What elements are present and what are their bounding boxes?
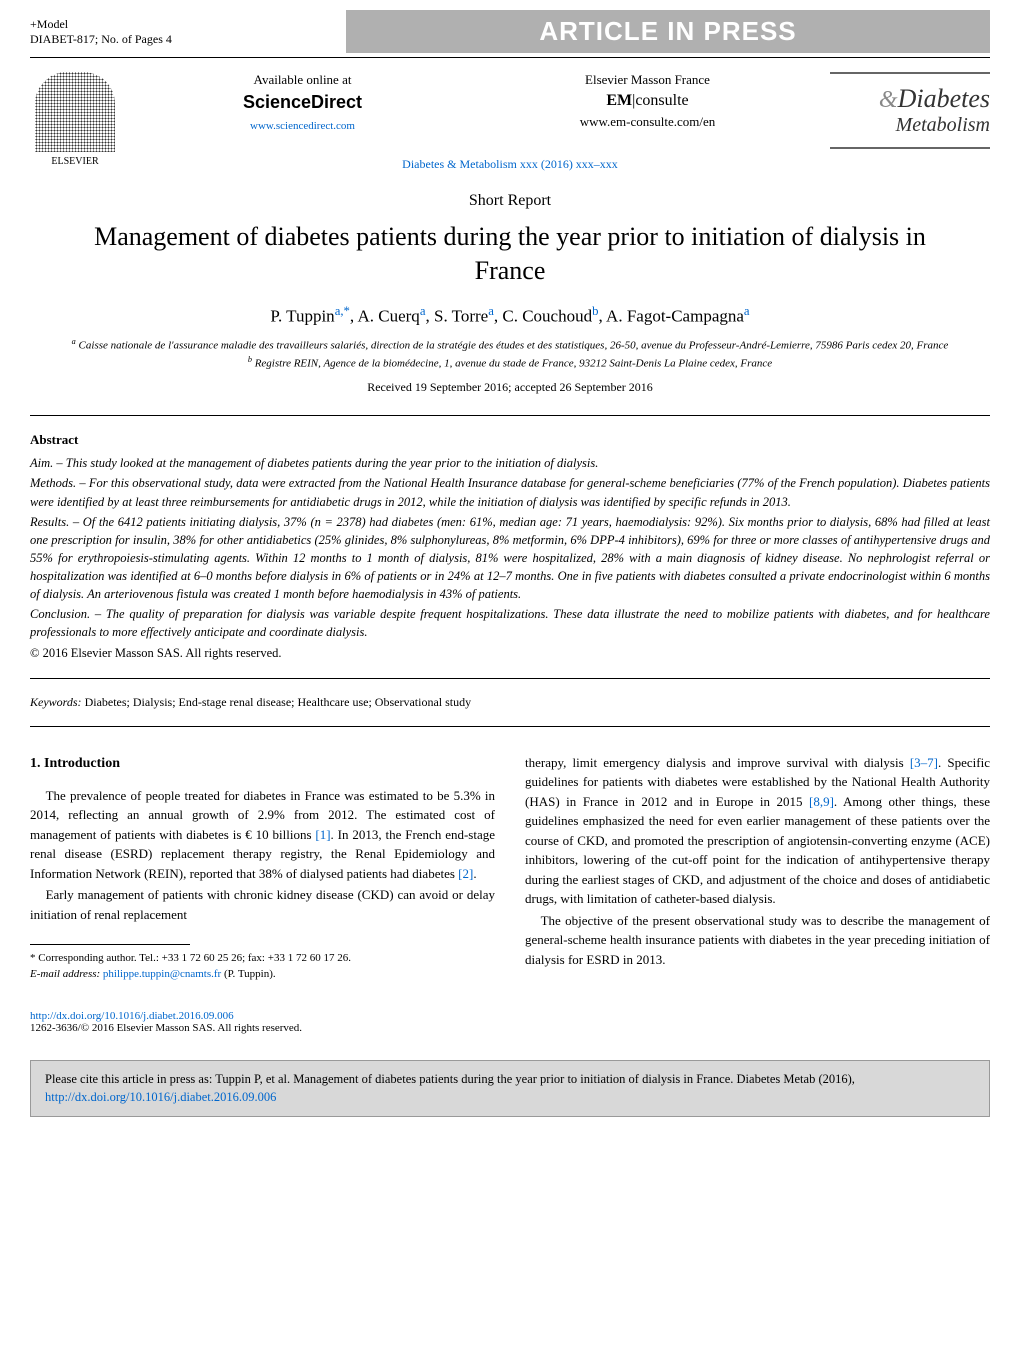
em-consulte-text: consulte [635,92,688,109]
abstract-body: Aim. – This study looked at the manageme… [30,454,990,661]
cite-text: Please cite this article in press as: Tu… [45,1072,855,1086]
elsevier-text: ELSEVIER [30,156,120,167]
author-5-sup: a [744,304,750,318]
journal-amp: & [879,87,898,113]
article-type: Short Report [0,192,1020,210]
divider-1 [30,415,990,416]
footnote-separator [30,944,190,945]
keywords-block: Keywords: Diabetes; Dialysis; End-stage … [30,695,990,710]
issn-copyright: 1262-3636/© 2016 Elsevier Masson SAS. Al… [30,1022,302,1034]
ref-3-7-link[interactable]: [3–7] [910,755,938,770]
divider-2 [30,678,990,679]
elsevier-logo: ELSEVIER [30,72,120,167]
author-2: , A. Cuerq [350,306,420,325]
sciencedirect-block: Available online at ScienceDirect www.sc… [140,72,465,133]
doi-link[interactable]: http://dx.doi.org/10.1016/j.diabet.2016.… [30,1010,234,1022]
journal-name1: Diabetes [898,84,990,113]
ref-2-link[interactable]: [2] [458,866,473,881]
article-in-press-banner: ARTICLE IN PRESS [346,10,990,53]
body-columns: 1. Introduction The prevalence of people… [0,737,1020,998]
corresponding-author: * Corresponding author. Tel.: +33 1 72 6… [30,951,495,982]
cite-doi-link[interactable]: http://dx.doi.org/10.1016/j.diabet.2016.… [45,1090,276,1104]
article-dates: Received 19 September 2016; accepted 26 … [0,380,1020,395]
intro-heading: 1. Introduction [30,753,495,774]
corr-text: * Corresponding author. Tel.: +33 1 72 6… [30,951,495,966]
sciencedirect-link[interactable]: www.sciencedirect.com [250,120,355,132]
sciencedirect-logo: ScienceDirect [140,92,465,113]
elsevier-tree-icon [35,72,115,152]
author-1: P. Tuppin [270,306,334,325]
intro-p4: The objective of the present observation… [525,911,990,970]
divider-3 [30,726,990,727]
abstract-results: Results. – Of the 6412 patients initiati… [30,515,990,602]
ref-1-link[interactable]: [1] [315,827,330,842]
abstract-section: Abstract Aim. – This study looked at the… [0,432,1020,661]
page-header: +Model DIABET-817; No. of Pages 4 ARTICL… [0,0,1020,53]
ref-label: DIABET-817; No. of Pages 4 [30,32,346,47]
abstract-conclusion: Conclusion. – The quality of preparation… [30,607,990,639]
aff-a-sup: a [72,337,76,346]
model-info: +Model DIABET-817; No. of Pages 4 [30,17,346,47]
masson-block: Elsevier Masson France EM|consulte www.e… [485,72,810,130]
abstract-aim: Aim. – This study looked at the manageme… [30,456,598,470]
keywords-label: Keywords: [30,695,82,709]
journal-logo: &Diabetes Metabolism [830,72,990,149]
intro-p2: Early management of patients with chroni… [30,885,495,924]
available-online-label: Available online at [140,72,465,88]
em-consulte-logo: EM|consulte [485,92,810,110]
abstract-methods: Methods. – For this observational study,… [30,476,990,508]
abstract-copyright: © 2016 Elsevier Masson SAS. All rights r… [30,644,990,662]
email-line: E-mail address: philippe.tuppin@cnamts.f… [30,967,495,982]
em-consulte-url: www.em-consulte.com/en [485,114,810,130]
authors-list: P. Tuppina,*, A. Cuerqa, S. Torrea, C. C… [0,304,1020,327]
journal-name2: Metabolism [896,114,990,136]
aff-b-sup: b [248,355,252,364]
affiliation-a: Caisse nationale de l'assurance maladie … [79,340,949,352]
abstract-heading: Abstract [30,432,990,448]
author-1-sup: a,* [335,304,350,318]
intro-p3: therapy, limit emergency dialysis and im… [525,753,990,909]
doi-block: http://dx.doi.org/10.1016/j.diabet.2016.… [0,998,1020,1040]
keywords-text: Diabetes; Dialysis; End-stage renal dise… [82,695,472,709]
email-suffix: (P. Tuppin). [221,968,275,980]
author-3: , S. Torre [425,306,488,325]
header-divider [30,57,990,58]
journal-cite-link[interactable]: Diabetes & Metabolism xxx (2016) xxx–xxx [402,157,618,171]
article-title: Management of diabetes patients during t… [0,220,1020,288]
author-5: , A. Fagot-Campagna [598,306,743,325]
right-column: therapy, limit emergency dialysis and im… [525,753,990,982]
author-4: , C. Couchoud [494,306,592,325]
left-column: 1. Introduction The prevalence of people… [30,753,495,982]
masson-label: Elsevier Masson France [485,72,810,88]
ref-8-9-link[interactable]: [8,9] [809,794,834,809]
em-prefix: EM [606,92,632,109]
affiliations: a Caisse nationale de l'assurance maladi… [0,336,1020,372]
email-label: E-mail address: [30,968,103,980]
intro-p1: The prevalence of people treated for dia… [30,786,495,884]
journal-citation: Diabetes & Metabolism xxx (2016) xxx–xxx [0,157,1020,172]
cite-box: Please cite this article in press as: Tu… [30,1060,990,1117]
model-label: +Model [30,17,346,32]
affiliation-b: Registre REIN, Agence de la biomédecine,… [255,358,772,370]
email-link[interactable]: philippe.tuppin@cnamts.fr [103,968,221,980]
